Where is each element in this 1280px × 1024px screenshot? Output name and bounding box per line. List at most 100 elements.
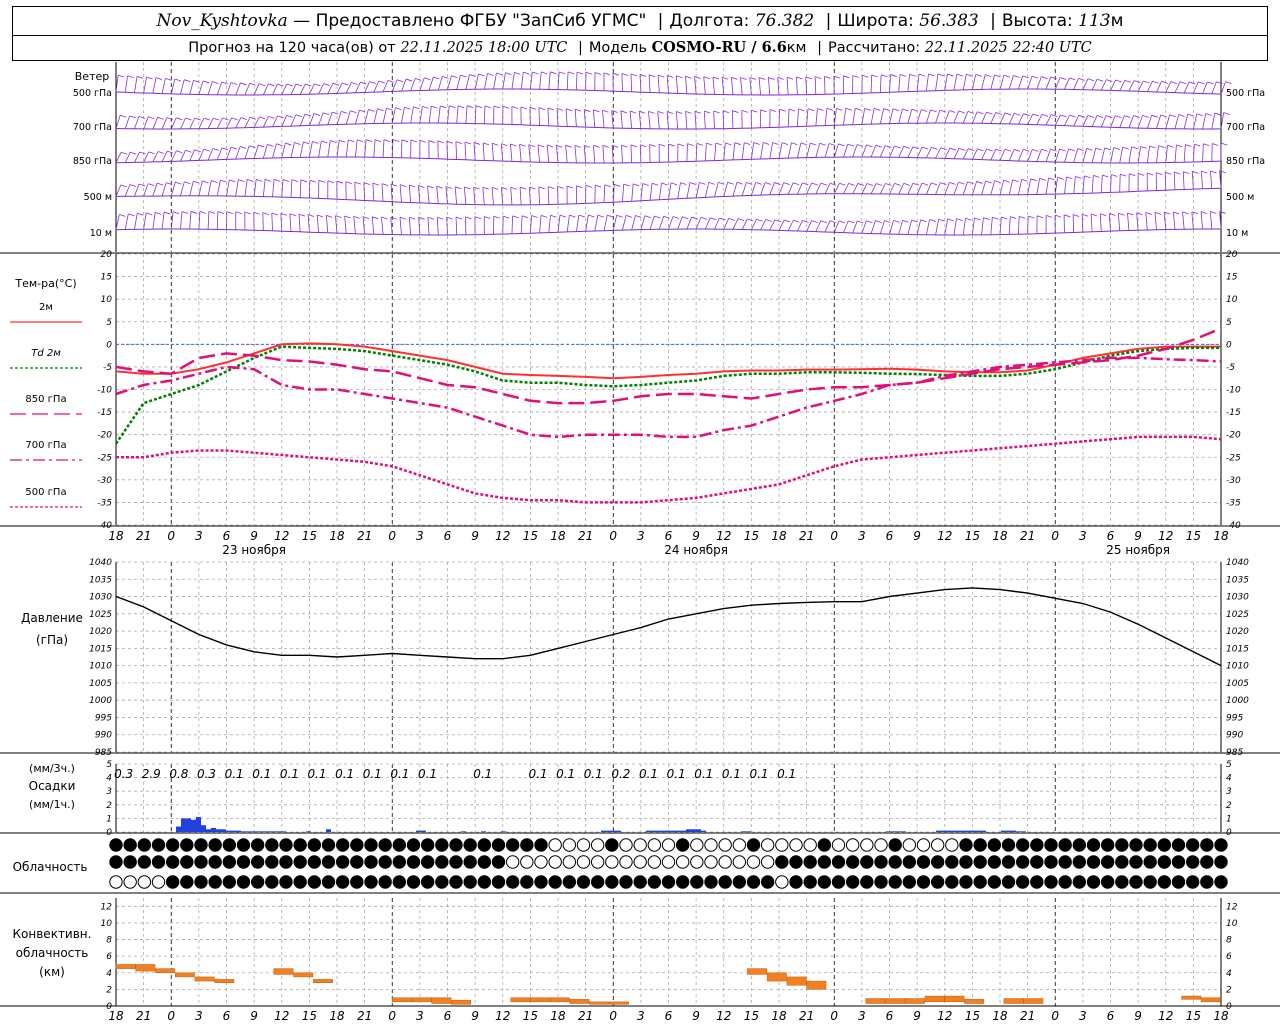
cloud-symbol (803, 838, 817, 852)
wind-barb-flag (781, 142, 789, 146)
precip-bar (181, 818, 186, 832)
wind-barb (362, 216, 366, 235)
wind-barb (446, 141, 448, 160)
wind-barb-flag (1012, 179, 1019, 183)
wind-barb (602, 145, 605, 164)
cloud-symbol (1030, 855, 1044, 869)
wind-level-label: 850 гПа (73, 156, 112, 167)
wind-barb (446, 217, 448, 235)
wind-barb (879, 74, 882, 93)
cloud-symbol (1185, 855, 1200, 869)
conv-bar (1003, 998, 1024, 1004)
cloud-symbol (789, 855, 803, 869)
wind-barb (235, 179, 239, 197)
wind-barb (760, 182, 766, 196)
wind-barb-flag (1095, 147, 1102, 151)
wind-barb-flag (639, 110, 646, 114)
wind-barb (953, 110, 959, 124)
wind-barb (381, 183, 384, 202)
wind-barb-flag (661, 182, 668, 186)
wind-barb (1128, 146, 1133, 164)
wind-barb-flag (676, 111, 683, 114)
wind-barb-flag (805, 76, 812, 80)
wind-barb-flag (1001, 216, 1008, 220)
precip-bar (1021, 831, 1026, 832)
wind-barb (1156, 81, 1163, 93)
wind-barb-flag (399, 184, 407, 187)
wind-barb-flag (826, 108, 834, 111)
wind-barb-flag (238, 179, 245, 183)
wind-barb (1200, 171, 1203, 189)
wind-barb-flag (928, 73, 935, 77)
wind-baseline (115, 156, 1222, 164)
wind-barb-flag (1115, 115, 1122, 118)
wind-level-label: 500 гПа (73, 88, 112, 99)
cloud-symbol (350, 838, 364, 852)
wind-barb-flag (1163, 211, 1171, 215)
wind-barb (677, 216, 683, 230)
wind-barb-flag (732, 110, 739, 113)
wind-barb-flag (829, 220, 837, 224)
wind-barb (861, 144, 867, 158)
wind-barb (556, 108, 559, 127)
wind-barb-flag (838, 220, 846, 224)
wind-barb-flag (1140, 146, 1147, 149)
pres-ytick-right: 1005 (1226, 679, 1249, 689)
wind-barb (981, 180, 987, 195)
wind-barb-flag (1063, 214, 1071, 218)
wind-barb (916, 146, 923, 158)
wind-barb (668, 182, 672, 200)
wind-barb-flag (680, 182, 687, 186)
wind-barb-flag (1084, 175, 1091, 179)
wind-barb-flag (130, 151, 137, 155)
wind-barb (381, 216, 384, 235)
precip-bar (901, 831, 906, 832)
wind-barb (1128, 80, 1135, 92)
wind-barb-flag (222, 117, 229, 121)
wind-barb-flag (1051, 114, 1058, 118)
wind-barb-flag (249, 116, 257, 120)
wind-barb (281, 179, 284, 198)
wind-barb-flag (148, 183, 155, 186)
cloud-symbol (1015, 855, 1030, 869)
wind-barb-flag (902, 219, 909, 223)
wind-barb-flag (129, 184, 137, 187)
wind-barb-flag (427, 216, 435, 220)
wind-barb (870, 74, 873, 93)
precip-label: 0.8 (169, 767, 188, 781)
wind-barb-flag (339, 139, 346, 143)
wind-barb (456, 75, 461, 90)
conv-bar (786, 976, 807, 986)
precip-bar (746, 831, 751, 832)
wind-barb-flag (715, 142, 722, 146)
wind-barb (272, 83, 278, 96)
wind-level-label-right: 10 м (1226, 228, 1248, 239)
conv-xtick: 18 (992, 1009, 1008, 1023)
pres-ytick-right: 1035 (1226, 575, 1249, 585)
wind-barb (824, 220, 831, 233)
wind-barb (436, 186, 439, 204)
cloud-symbol (675, 855, 690, 869)
wind-barb-flag (912, 182, 920, 186)
wind-barb (639, 74, 642, 93)
wind-barb-flag (428, 140, 435, 143)
wind-barb-flag (694, 76, 701, 79)
cloud-symbol (605, 875, 619, 889)
cloud-symbol (109, 855, 123, 869)
wind-barb (124, 115, 130, 129)
wind-barb (732, 218, 739, 230)
wind-barb (1191, 171, 1194, 190)
wind-barb-flag (784, 219, 791, 223)
wind-barb-flag (657, 74, 665, 78)
wind-barb-flag (912, 146, 920, 150)
cloud-symbol (392, 838, 407, 852)
wind-barb-flag (1041, 148, 1048, 152)
wind-barb (124, 213, 129, 230)
wind-barb-flag (484, 105, 492, 109)
wind-barb-flag (1097, 78, 1104, 82)
wind-barb (353, 216, 356, 234)
wind-barb-flag (1021, 178, 1028, 182)
wind-barb-flag (511, 106, 519, 109)
wind-barb (815, 220, 822, 232)
precip-unit-3h: (мм/3ч.) (29, 762, 75, 775)
